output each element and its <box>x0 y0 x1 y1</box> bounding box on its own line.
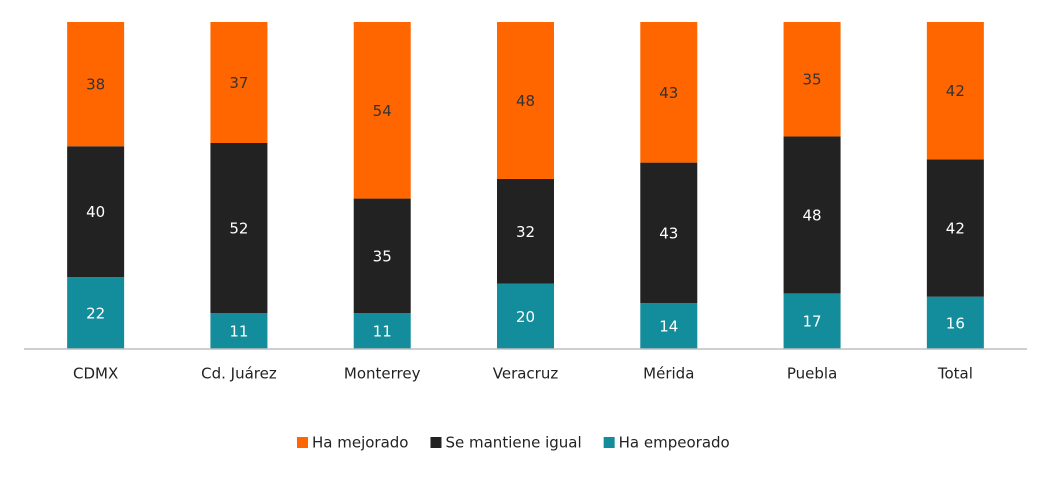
bar-segment <box>67 277 125 349</box>
bar-segment <box>926 22 984 160</box>
bar-segment <box>67 22 125 147</box>
bar-segment <box>353 313 411 349</box>
data-label: 20 <box>516 308 535 326</box>
bar-segment <box>640 303 698 349</box>
legend-swatch <box>603 437 615 448</box>
data-label: 48 <box>516 92 535 110</box>
legend-label: Ha mejorado <box>312 434 408 452</box>
data-label: 32 <box>516 223 535 241</box>
data-label: 35 <box>373 247 392 265</box>
bar-segment <box>926 159 984 297</box>
bar-segment <box>210 22 268 143</box>
x-tick-label: Mérida <box>643 365 694 383</box>
bar-segment <box>640 22 698 163</box>
data-label: 35 <box>803 71 822 89</box>
bar-segment <box>497 22 554 179</box>
data-label: 43 <box>659 84 678 102</box>
x-tick-label: Veracruz <box>493 365 559 383</box>
legend-label: Se mantiene igual <box>445 434 581 452</box>
legend-swatch <box>430 437 442 448</box>
bar-segment <box>67 146 125 278</box>
bar-segment <box>497 283 554 349</box>
bar-segment <box>497 178 554 284</box>
data-label: 11 <box>229 323 248 341</box>
data-label: 52 <box>229 220 248 238</box>
data-label: 42 <box>946 82 965 100</box>
legend-label: Ha empeorado <box>619 434 730 452</box>
x-tick-label: Puebla <box>787 365 837 383</box>
data-label: 48 <box>803 206 822 224</box>
data-label: 14 <box>659 318 678 336</box>
bar-segment <box>783 22 841 137</box>
bar-segment <box>353 22 411 199</box>
data-label: 22 <box>86 305 105 323</box>
bar-segment <box>640 162 698 304</box>
data-label: 43 <box>659 224 678 242</box>
x-tick-label: Cd. Juárez <box>201 365 277 383</box>
x-tick-label: Monterrey <box>344 365 421 383</box>
bar-segment <box>926 296 984 349</box>
bar-segment <box>210 313 268 349</box>
bar-segment <box>210 142 268 314</box>
bar-segment <box>353 198 411 314</box>
data-label: 40 <box>86 203 105 221</box>
data-label: 37 <box>229 74 248 92</box>
data-label: 42 <box>946 220 965 238</box>
bar-segment <box>783 136 841 294</box>
data-label: 38 <box>86 76 105 94</box>
data-label: 17 <box>803 313 822 331</box>
x-tick-label: Total <box>937 365 973 383</box>
data-label: 16 <box>946 314 965 332</box>
bar-segment <box>783 293 841 349</box>
legend-swatch <box>297 437 308 448</box>
x-tick-label: CDMX <box>73 365 118 383</box>
data-label: 11 <box>373 323 392 341</box>
data-label: 54 <box>373 102 392 120</box>
